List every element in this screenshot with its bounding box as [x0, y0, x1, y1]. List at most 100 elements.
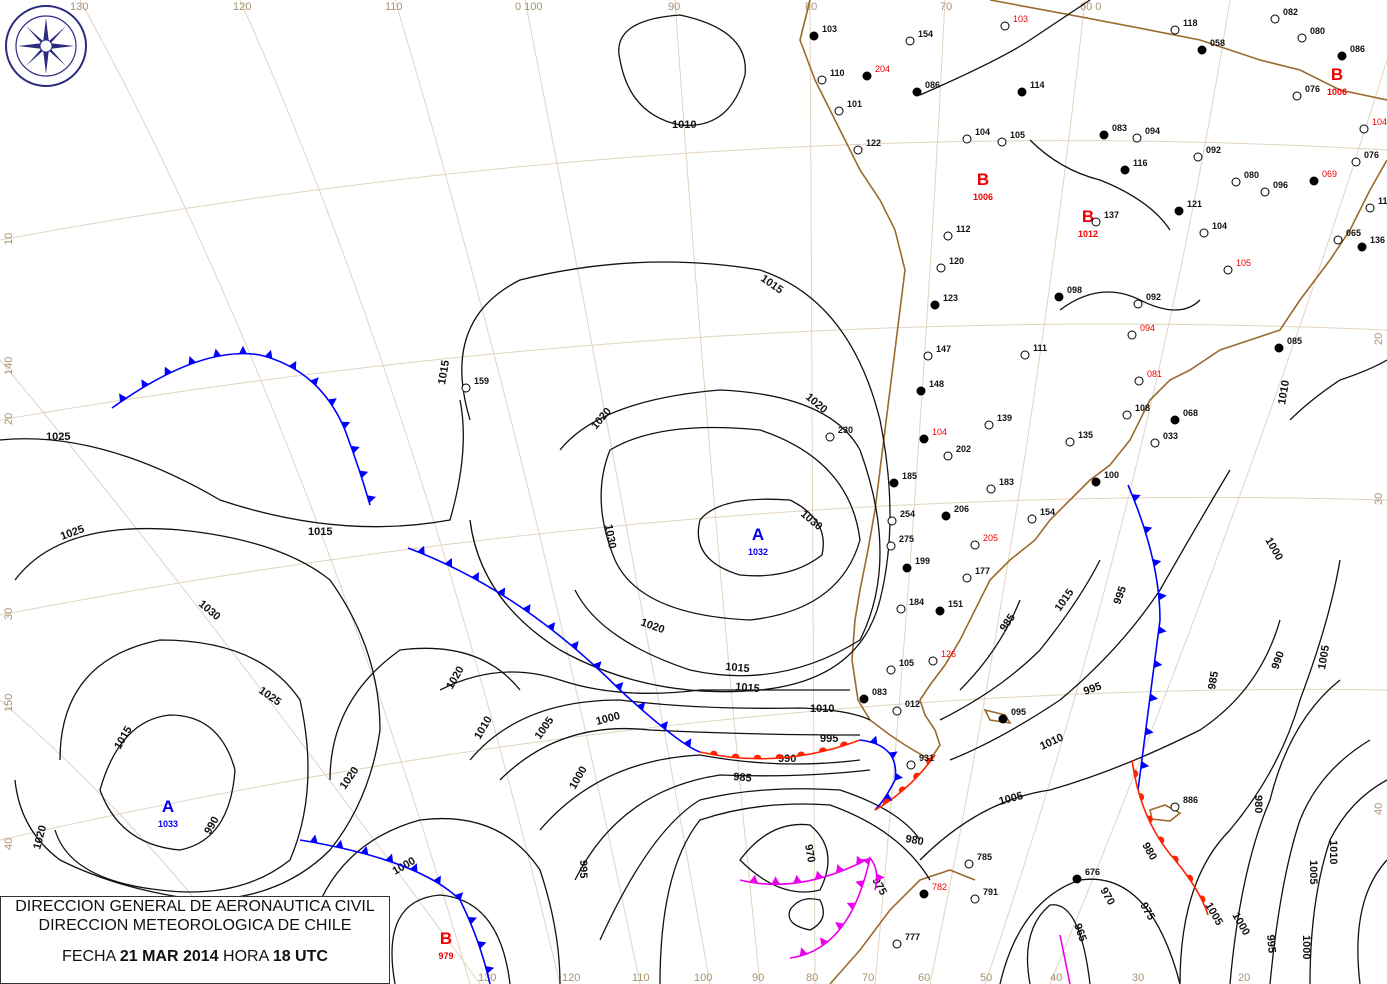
- cold-front-symbol: [1143, 526, 1153, 534]
- station-pressure: 147: [936, 344, 951, 354]
- station-pressure: 118: [1183, 18, 1198, 28]
- cold-front-symbol: [888, 751, 898, 760]
- station-circle-icon: [962, 573, 972, 583]
- cold-front-symbol: [467, 917, 477, 925]
- station-circle-icon: [892, 939, 902, 949]
- station-circle-icon: [1197, 45, 1207, 55]
- warm-front-symbol: [1158, 836, 1165, 844]
- warm-front-symbol: [913, 772, 920, 780]
- station-circle-icon: [1170, 802, 1180, 812]
- station-pressure: 103: [1013, 14, 1028, 24]
- latitude-label: 140: [3, 357, 15, 375]
- warm-front-symbol: [818, 747, 827, 753]
- isobar-label: 1010: [1276, 379, 1292, 405]
- isobar-label: 965: [1071, 922, 1089, 943]
- station-pressure: 092: [1146, 292, 1161, 302]
- fronts: [111, 345, 1209, 984]
- station-circle-icon: [941, 511, 951, 521]
- station-circle-icon: [892, 706, 902, 716]
- isobar-label: 980: [1139, 841, 1159, 863]
- station-circle-icon: [1054, 292, 1064, 302]
- station-circle-icon: [943, 231, 953, 241]
- station-circle-icon: [1193, 152, 1203, 162]
- station-circle-icon: [936, 263, 946, 273]
- warm-front-symbol: [926, 757, 933, 765]
- warm-front-symbol: [775, 754, 784, 759]
- station-pressure: 135: [1078, 430, 1093, 440]
- station-circle-icon: [1357, 242, 1367, 252]
- station-pressure: 148: [929, 379, 944, 389]
- longitude-label: 20: [1238, 972, 1250, 984]
- high-pressure-center: A: [162, 797, 174, 816]
- station-pressure: 081: [1147, 369, 1162, 379]
- cold-front-symbol: [683, 738, 692, 748]
- station-circle-icon: [887, 516, 897, 526]
- station-pressure: 086: [925, 80, 940, 90]
- longitude-label: 120: [233, 1, 251, 13]
- cold-front-symbol: [477, 941, 487, 949]
- longitude-label: 60: [918, 972, 930, 984]
- warm-front-symbol: [793, 878, 802, 884]
- warm-front-symbol: [731, 753, 740, 758]
- low-pressure-center: B: [1331, 65, 1343, 84]
- date-value: 21 MAR 2014: [119, 948, 219, 965]
- center-pressure-value: 1006: [1327, 87, 1347, 97]
- station-pressure: 082: [1283, 7, 1298, 17]
- warm-front-symbol: [1138, 793, 1145, 801]
- warm-front-symbol: [709, 750, 718, 756]
- station-circle-icon: [912, 87, 922, 97]
- station-circle-icon: [1122, 410, 1132, 420]
- station-circle-icon: [862, 71, 872, 81]
- station-pressure: 126: [941, 649, 956, 659]
- station-pressure: 104: [1372, 117, 1387, 127]
- station-pressure: 092: [1206, 145, 1221, 155]
- station-pressure: 096: [1273, 180, 1288, 190]
- station-pressure: 033: [1163, 431, 1178, 441]
- latitude-label: 20: [1373, 333, 1385, 345]
- station-circle-icon: [962, 134, 972, 144]
- latitude-label: 40: [1373, 803, 1385, 815]
- isobar-label: 1010: [1038, 731, 1065, 752]
- station-circle-icon: [970, 894, 980, 904]
- low-pressure-center: B: [440, 929, 452, 948]
- cold-front-symbol: [385, 853, 394, 863]
- station-circle-icon: [1133, 299, 1143, 309]
- longitude-label: 90: [668, 1, 680, 13]
- cold-front-symbol: [367, 495, 376, 503]
- station-circle-icon: [1099, 130, 1109, 140]
- cold-front-symbol: [471, 571, 479, 581]
- cold-front-symbol: [659, 721, 668, 730]
- station-circle-icon: [809, 31, 819, 41]
- station-pressure: 121: [1187, 199, 1202, 209]
- time-label: HORA: [223, 948, 269, 965]
- isobar-label: 970: [802, 843, 817, 863]
- warm-front-symbol: [1186, 874, 1194, 883]
- south-georgia: [983, 708, 1012, 725]
- station-circle-icon: [1333, 235, 1343, 245]
- station-pressure: 113: [1378, 196, 1387, 206]
- station-pressure: 095: [1011, 707, 1026, 717]
- isobar-label: 1000: [1229, 911, 1252, 938]
- station-pressure: 202: [956, 444, 971, 454]
- station-pressure: 080: [1310, 26, 1325, 36]
- station-pressure: 112: [956, 224, 971, 234]
- cold-front-symbol: [310, 377, 319, 386]
- center-pressure-value: 1006: [973, 192, 993, 202]
- station-circle-icon: [1199, 228, 1209, 238]
- warm-front-symbol: [771, 880, 780, 885]
- station-pressure: 080: [1244, 170, 1259, 180]
- cold-front-symbol: [350, 445, 360, 454]
- cold-front-symbol: [636, 701, 646, 711]
- coastline-south-america: [799, 0, 1387, 762]
- station-circle-icon: [1072, 874, 1082, 884]
- cold-front-symbol: [335, 839, 344, 849]
- isobar-label: 1000: [1262, 536, 1285, 563]
- center-pressure-value: 1032: [748, 547, 768, 557]
- station-circle-icon: [1174, 206, 1184, 216]
- station-pressure: 065: [1346, 228, 1361, 238]
- station-circle-icon: [1132, 133, 1142, 143]
- station-pressure: 136: [1370, 235, 1385, 245]
- isobar-label: 1020: [803, 391, 829, 416]
- station-pressure: 110: [830, 68, 845, 78]
- station-circle-icon: [1120, 165, 1130, 175]
